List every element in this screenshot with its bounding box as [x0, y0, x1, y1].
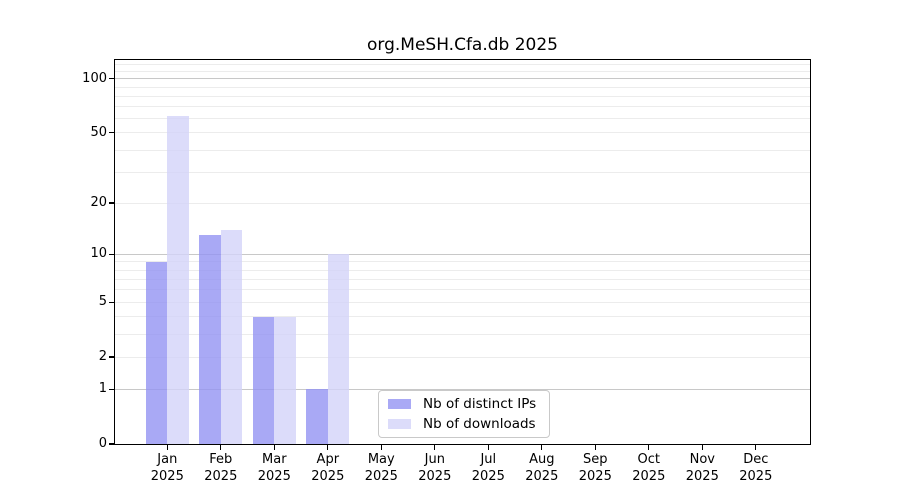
x-tick-label-nov: Nov 2025 — [685, 452, 719, 484]
x-tick — [220, 445, 222, 451]
y-tick — [109, 388, 114, 390]
x-tick-label-feb: Feb 2025 — [204, 452, 238, 484]
gridline-minor — [115, 333, 810, 335]
gridline-minor — [115, 63, 810, 65]
gridline-minor — [115, 149, 810, 151]
legend-swatch-distinct-ips-icon — [388, 399, 411, 409]
x-tick — [487, 445, 489, 451]
x-tick — [273, 445, 275, 451]
gridline-minor — [115, 261, 810, 263]
y-tick — [109, 253, 114, 255]
gridline-minor — [115, 301, 810, 303]
gridline-minor — [115, 132, 810, 134]
y-tick-label-2: 2 — [98, 349, 107, 365]
x-tick — [755, 445, 757, 451]
gridline-major — [115, 78, 810, 80]
x-tick — [701, 445, 703, 451]
y-tick-label-20: 20 — [90, 195, 107, 211]
x-tick-label-mar: Mar 2025 — [257, 452, 291, 484]
bar-distinct-ips-feb — [199, 235, 221, 444]
bar-distinct-ips-mar — [252, 316, 275, 444]
plot-area — [114, 59, 811, 445]
gridline-minor — [115, 118, 810, 120]
gridline-minor — [115, 70, 810, 72]
y-tick-label-100: 100 — [82, 70, 107, 86]
gridline-minor — [115, 289, 810, 291]
gridline-major — [115, 388, 810, 390]
x-tick — [327, 445, 329, 451]
legend-label-downloads: Nb of downloads — [423, 416, 536, 432]
x-tick-label-jun: Jun 2025 — [418, 452, 452, 484]
legend: Nb of distinct IPs Nb of downloads — [378, 390, 550, 438]
x-tick-label-dec: Dec 2025 — [739, 452, 773, 484]
y-tick — [109, 301, 114, 303]
y-tick — [109, 132, 114, 134]
y-tick-label-10: 10 — [90, 246, 107, 262]
x-tick-label-sep: Sep 2025 — [578, 452, 612, 484]
bar-downloads-jan — [167, 116, 189, 444]
chart-title: org.MeSH.Cfa.db 2025 — [366, 35, 559, 55]
gridline-minor — [115, 95, 810, 97]
bar-distinct-ips-apr — [306, 389, 328, 444]
bar-downloads-apr — [327, 254, 350, 444]
gridline-minor — [115, 202, 810, 204]
y-tick-label-50: 50 — [90, 124, 107, 140]
x-tick-label-oct: Oct 2025 — [632, 452, 666, 484]
gridline-minor — [115, 316, 810, 318]
gridline-minor — [115, 106, 810, 108]
x-tick-label-jul: Jul 2025 — [471, 452, 505, 484]
gridline-minor — [115, 356, 810, 358]
y-tick-label-0: 0 — [98, 436, 107, 451]
y-tick — [109, 202, 114, 204]
gridline-minor — [115, 171, 810, 173]
x-tick-label-jan: Jan 2025 — [150, 452, 184, 484]
y-tick-label-1: 1 — [98, 381, 107, 397]
x-tick-label-aug: Aug 2025 — [525, 452, 559, 484]
x-tick-label-may: May 2025 — [364, 452, 398, 484]
bar-distinct-ips-jan — [145, 261, 168, 444]
bar-downloads-mar — [274, 316, 296, 444]
gridline-minor — [115, 278, 810, 280]
y-tick — [109, 356, 114, 358]
y-tick — [109, 443, 114, 445]
x-tick-label-apr: Apr 2025 — [311, 452, 345, 484]
x-tick — [434, 445, 436, 451]
y-tick — [109, 78, 114, 80]
legend-item-downloads: Nb of downloads — [388, 416, 541, 432]
legend-item-distinct-ips: Nb of distinct IPs — [388, 396, 541, 412]
x-tick — [166, 445, 168, 451]
y-tick-label-5: 5 — [98, 294, 107, 310]
x-tick — [380, 445, 382, 451]
bar-downloads-feb — [220, 229, 243, 444]
legend-label-distinct-ips: Nb of distinct IPs — [423, 396, 537, 412]
legend-swatch-downloads-icon — [388, 419, 411, 429]
gridline-minor — [115, 86, 810, 88]
x-tick — [594, 445, 596, 451]
x-tick — [648, 445, 650, 451]
gridline-minor — [115, 269, 810, 271]
x-tick — [541, 445, 543, 451]
gridline-major — [115, 253, 810, 255]
